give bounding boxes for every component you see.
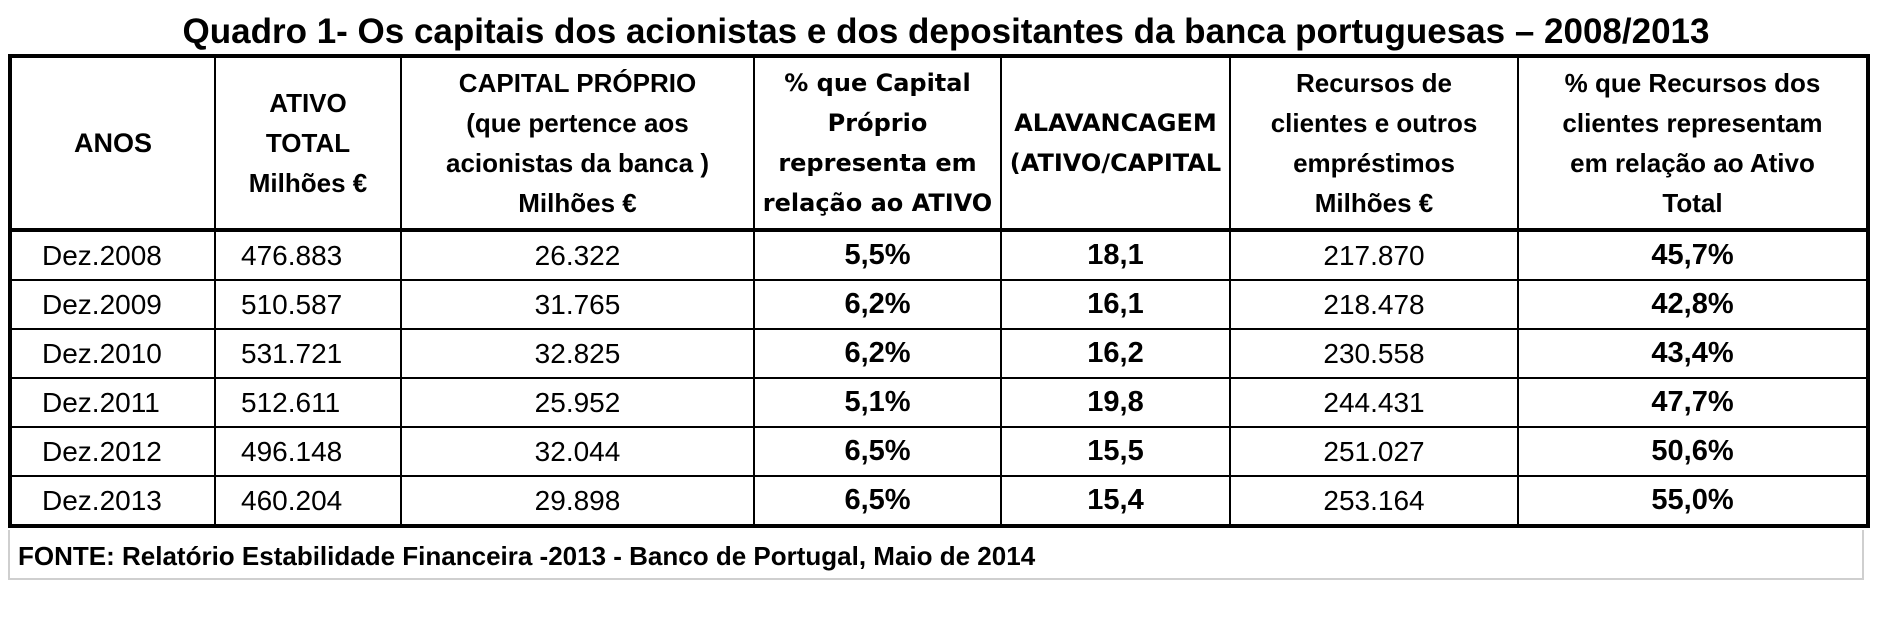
header-line: relação ao ATIVO bbox=[762, 189, 993, 217]
cell-capital: 25.952 bbox=[400, 377, 755, 428]
cell-recursos: 253.164 bbox=[1229, 475, 1519, 528]
cell-pct-capital: 5,5% bbox=[753, 229, 1002, 281]
header-line: % que Capital bbox=[784, 69, 971, 97]
cell-recursos: 251.027 bbox=[1229, 426, 1519, 477]
cell-recursos: 218.478 bbox=[1229, 279, 1519, 330]
cell-pct-capital: 6,5% bbox=[753, 426, 1002, 477]
cell-year: Dez.2010 bbox=[8, 328, 216, 379]
cell-year: Dez.2008 bbox=[8, 229, 216, 281]
cell-ativo: 510.587 bbox=[214, 279, 402, 330]
cell-pct-capital: 5,1% bbox=[753, 377, 1002, 428]
cell-capital: 26.322 bbox=[400, 229, 755, 281]
cell-recursos: 217.870 bbox=[1229, 229, 1519, 281]
cell-alavancagem: 16,1 bbox=[1000, 279, 1231, 330]
header-ativo-total: ATIVO TOTAL Milhões € bbox=[214, 54, 402, 232]
header-anos: ANOS bbox=[8, 54, 216, 232]
cell-pct-capital: 6,2% bbox=[753, 279, 1002, 330]
header-line: clientes representam bbox=[1562, 108, 1823, 138]
cell-alavancagem: 18,1 bbox=[1000, 229, 1231, 281]
cell-capital: 32.825 bbox=[400, 328, 755, 379]
header-line: Recursos de bbox=[1295, 68, 1453, 98]
cell-pct-capital: 6,2% bbox=[753, 328, 1002, 379]
table-row: Dez.2012 496.148 32.044 6,5% 15,5 251.02… bbox=[8, 426, 1870, 477]
cell-capital: 29.898 bbox=[400, 475, 755, 528]
header-row: ANOS ATIVO TOTAL Milhões € CAPITAL PRÓPR… bbox=[8, 54, 1870, 232]
cell-ativo: 496.148 bbox=[214, 426, 402, 477]
header-pct-recursos: % que Recursos dos clientes representam … bbox=[1517, 54, 1870, 232]
header-line: % que Recursos dos bbox=[1564, 68, 1821, 98]
cell-pct-recursos: 43,4% bbox=[1517, 328, 1870, 379]
cell-alavancagem: 15,5 bbox=[1000, 426, 1231, 477]
header-line: ATIVO bbox=[269, 88, 347, 118]
header-recursos-clientes: Recursos de clientes e outros empréstimo… bbox=[1229, 54, 1519, 232]
cell-pct-recursos: 42,8% bbox=[1517, 279, 1870, 330]
header-line: (que pertence aos bbox=[466, 108, 689, 138]
header-line: Próprio bbox=[827, 109, 928, 137]
header-line: CAPITAL PRÓPRIO bbox=[458, 68, 697, 98]
cell-recursos: 244.431 bbox=[1229, 377, 1519, 428]
header-line: (ATIVO/CAPITAL bbox=[1009, 149, 1222, 177]
cell-year: Dez.2011 bbox=[8, 377, 216, 428]
header-line: ALAVANCAGEM bbox=[1014, 109, 1217, 137]
header-line: TOTAL bbox=[265, 128, 351, 158]
cell-pct-capital: 6,5% bbox=[753, 475, 1002, 528]
table-row: Dez.2008 476.883 26.322 5,5% 18,1 217.87… bbox=[8, 229, 1870, 281]
cell-ativo: 531.721 bbox=[214, 328, 402, 379]
source-box bbox=[8, 530, 1864, 580]
table-title: Quadro 1- Os capitais dos acionistas e d… bbox=[182, 12, 1710, 51]
data-table: ANOS ATIVO TOTAL Milhões € CAPITAL PRÓPR… bbox=[8, 54, 1870, 528]
header-line: ANOS bbox=[73, 128, 152, 158]
cell-ativo: 476.883 bbox=[214, 229, 402, 281]
header-alavancagem: ALAVANCAGEM (ATIVO/CAPITAL bbox=[1000, 54, 1231, 232]
cell-year: Dez.2009 bbox=[8, 279, 216, 330]
header-line: Milhões € bbox=[1314, 188, 1434, 218]
table-row: Dez.2013 460.204 29.898 6,5% 15,4 253.16… bbox=[8, 475, 1870, 528]
cell-pct-recursos: 47,7% bbox=[1517, 377, 1870, 428]
header-line: Total bbox=[1662, 188, 1723, 218]
table-row: Dez.2010 531.721 32.825 6,2% 16,2 230.55… bbox=[8, 328, 1870, 379]
header-line: representa em bbox=[778, 149, 977, 177]
cell-year: Dez.2013 bbox=[8, 475, 216, 528]
cell-pct-recursos: 50,6% bbox=[1517, 426, 1870, 477]
header-line: acionistas da banca ) bbox=[446, 148, 709, 178]
cell-alavancagem: 19,8 bbox=[1000, 377, 1231, 428]
header-capital-proprio: CAPITAL PRÓPRIO (que pertence aos acioni… bbox=[400, 54, 755, 232]
cell-recursos: 230.558 bbox=[1229, 328, 1519, 379]
cell-ativo: 512.611 bbox=[214, 377, 402, 428]
cell-pct-recursos: 55,0% bbox=[1517, 475, 1870, 528]
source-note: FONTE: Relatório Estabilidade Financeira… bbox=[18, 541, 1036, 571]
header-line: Milhões € bbox=[248, 168, 368, 198]
table-row: Dez.2011 512.611 25.952 5,1% 19,8 244.43… bbox=[8, 377, 1870, 428]
cell-alavancagem: 16,2 bbox=[1000, 328, 1231, 379]
cell-capital: 32.044 bbox=[400, 426, 755, 477]
header-line: empréstimos bbox=[1293, 148, 1455, 178]
cell-year: Dez.2012 bbox=[8, 426, 216, 477]
header-line: clientes e outros bbox=[1270, 108, 1478, 138]
cell-ativo: 460.204 bbox=[214, 475, 402, 528]
header-pct-capital: % que Capital Próprio representa em rela… bbox=[753, 54, 1002, 232]
cell-capital: 31.765 bbox=[400, 279, 755, 330]
cell-alavancagem: 15,4 bbox=[1000, 475, 1231, 528]
header-line: Milhões € bbox=[518, 188, 637, 218]
cell-pct-recursos: 45,7% bbox=[1517, 229, 1870, 281]
header-line: em relação ao Ativo bbox=[1570, 148, 1815, 178]
table-row: Dez.2009 510.587 31.765 6,2% 16,1 218.47… bbox=[8, 279, 1870, 330]
